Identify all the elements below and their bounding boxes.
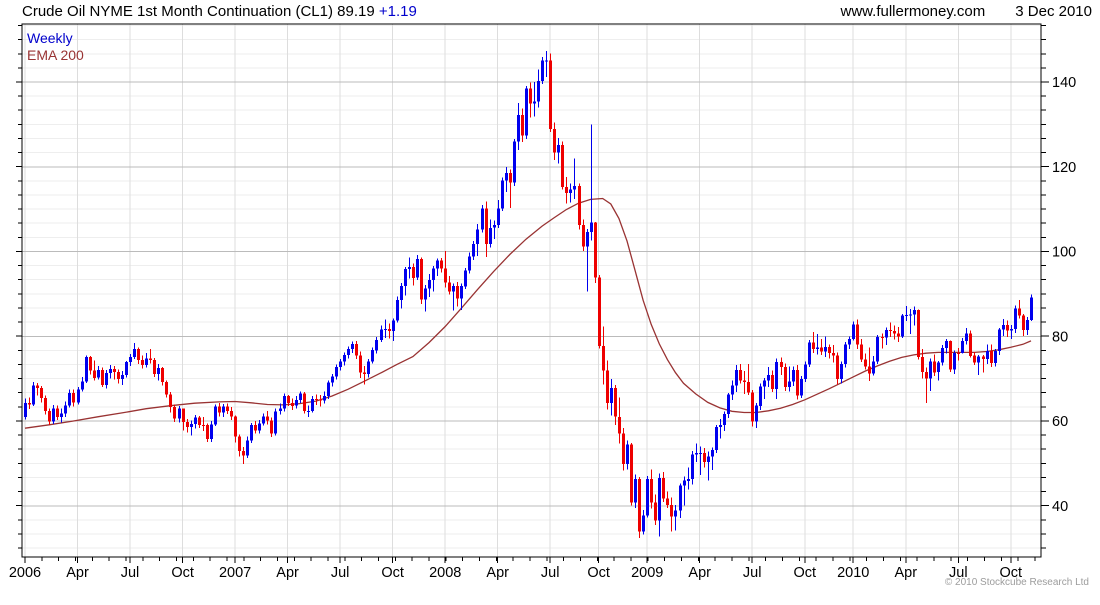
legend-ema: EMA 200 bbox=[27, 47, 84, 63]
svg-text:80: 80 bbox=[1052, 329, 1068, 345]
svg-text:Apr: Apr bbox=[66, 565, 89, 581]
svg-text:140: 140 bbox=[1052, 75, 1076, 91]
svg-text:Jul: Jul bbox=[949, 565, 968, 581]
svg-text:Apr: Apr bbox=[895, 565, 918, 581]
header-right: www.fullermoney.com 3 Dec 2010 bbox=[841, 3, 1093, 20]
svg-text:Apr: Apr bbox=[688, 565, 711, 581]
svg-text:120: 120 bbox=[1052, 160, 1076, 176]
title-text: Crude Oil NYME 1st Month Continuation (C… bbox=[22, 3, 375, 20]
price-change: +1.19 bbox=[378, 3, 417, 20]
date-label: 3 Dec 2010 bbox=[1015, 3, 1092, 20]
svg-text:Oct: Oct bbox=[1000, 565, 1023, 581]
svg-text:Jul: Jul bbox=[541, 565, 560, 581]
svg-text:Apr: Apr bbox=[276, 565, 299, 581]
svg-text:Oct: Oct bbox=[171, 565, 194, 581]
svg-text:Oct: Oct bbox=[794, 565, 817, 581]
svg-text:Jul: Jul bbox=[331, 565, 350, 581]
svg-text:2008: 2008 bbox=[429, 565, 461, 581]
svg-text:2010: 2010 bbox=[837, 565, 869, 581]
svg-text:2006: 2006 bbox=[9, 565, 41, 581]
legend-timeframe: Weekly bbox=[27, 30, 73, 46]
copyright-watermark: © 2010 Stockcube Research Ltd bbox=[944, 577, 1089, 588]
svg-text:Oct: Oct bbox=[381, 565, 404, 581]
chart-header: Crude Oil NYME 1st Month Continuation (C… bbox=[22, 3, 1092, 20]
svg-text:Jul: Jul bbox=[743, 565, 762, 581]
chart-legend: Weekly EMA 200 bbox=[27, 30, 84, 64]
chart-title: Crude Oil NYME 1st Month Continuation (C… bbox=[22, 3, 417, 20]
website-link[interactable]: www.fullermoney.com bbox=[840, 3, 986, 20]
svg-text:60: 60 bbox=[1052, 414, 1068, 430]
svg-text:Jul: Jul bbox=[121, 565, 140, 581]
svg-text:40: 40 bbox=[1052, 499, 1068, 515]
svg-text:2007: 2007 bbox=[219, 565, 251, 581]
svg-text:2009: 2009 bbox=[631, 565, 663, 581]
svg-text:Oct: Oct bbox=[587, 565, 610, 581]
svg-text:100: 100 bbox=[1052, 245, 1076, 261]
svg-text:Apr: Apr bbox=[486, 565, 509, 581]
